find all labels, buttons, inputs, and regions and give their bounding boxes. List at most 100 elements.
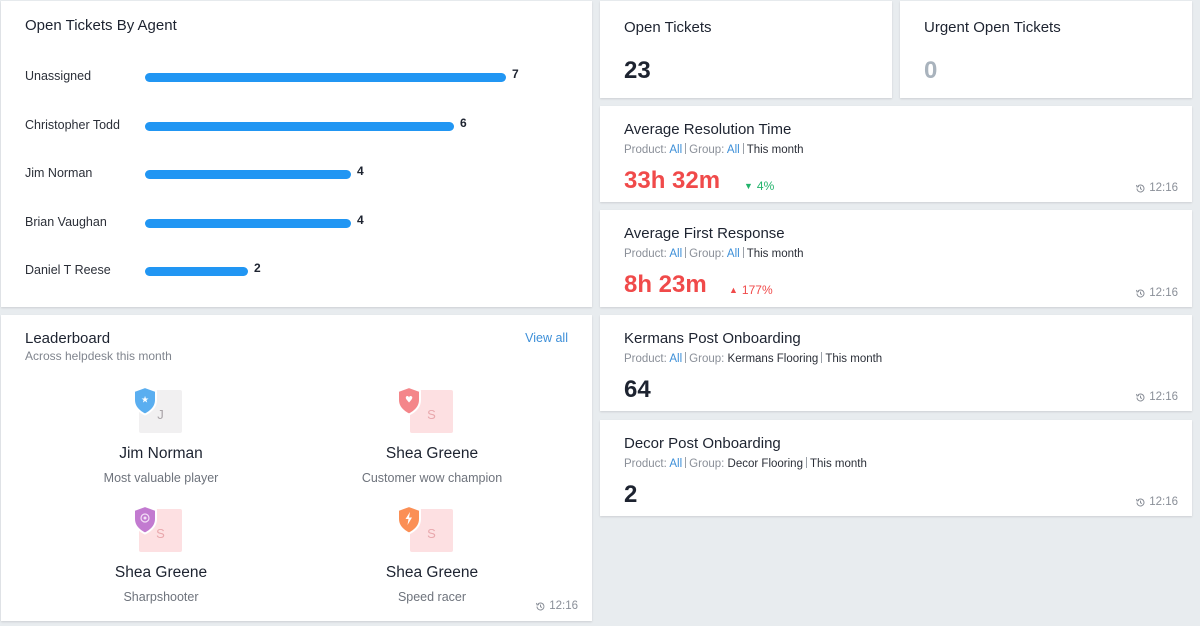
- agent-bar[interactable]: [145, 170, 351, 179]
- agent-name: Christopher Todd: [25, 117, 120, 132]
- agent-name: Brian Vaughan: [25, 214, 107, 229]
- card-title: Open Tickets By Agent: [25, 17, 177, 34]
- product-filter-link[interactable]: All: [669, 248, 683, 260]
- card-title: Average First Response: [624, 225, 785, 242]
- group-filter-value: Kermans Flooring: [727, 353, 819, 365]
- leader-award: Customer wow champion: [361, 471, 503, 485]
- product-filter-link[interactable]: All: [669, 353, 683, 365]
- group-label: Group:: [689, 458, 725, 470]
- bolt-shield-icon: [397, 505, 421, 535]
- agent-bar-value: 4: [357, 164, 364, 178]
- product-label: Product:: [624, 353, 667, 365]
- refresh-time[interactable]: 12:16: [535, 600, 578, 612]
- leader-name: Shea Greene: [114, 564, 208, 581]
- card-title: Average Resolution Time: [624, 121, 792, 138]
- agent-row[interactable]: Jim Norman 4: [25, 164, 565, 184]
- history-icon: [1136, 498, 1145, 506]
- triangle-up-icon: ▲: [729, 285, 738, 295]
- card-title: Open Tickets: [624, 19, 712, 36]
- agent-row[interactable]: Brian Vaughan 4: [25, 213, 565, 233]
- card-filters: Product: All Group: All This month: [624, 143, 804, 156]
- agent-name: Daniel T Reese: [25, 263, 111, 277]
- divider: [685, 247, 687, 258]
- divider: [821, 352, 823, 363]
- card-filters: Product: All Group: Kermans Flooring This …: [624, 352, 882, 365]
- refresh-time-value: 12:16: [1149, 391, 1178, 403]
- average-resolution-value: 33h 32m: [624, 167, 721, 194]
- refresh-time-value: 12:16: [1149, 182, 1178, 194]
- agent-bar-value: 2: [254, 261, 261, 275]
- star-shield-icon: ★: [133, 386, 157, 416]
- agent-bar[interactable]: [145, 218, 351, 228]
- card-filters: Product: All Group: All This month: [624, 247, 804, 260]
- leader-name: Jim Norman: [119, 445, 203, 462]
- kermans-post-onboarding-card[interactable]: Kermans Post Onboarding Product: All Grou…: [600, 315, 1192, 411]
- decor-value: 2: [624, 481, 638, 508]
- refresh-time[interactable]: 12:16: [1135, 391, 1178, 403]
- period-label: This month: [746, 248, 804, 260]
- leader-award: Most valuable player: [103, 471, 219, 485]
- leader-name: Shea Greene: [385, 445, 479, 462]
- product-filter-link[interactable]: All: [669, 458, 683, 470]
- divider: [685, 352, 687, 363]
- leader-award: Speed racer: [397, 590, 467, 604]
- target-shield-icon: [133, 505, 157, 535]
- svg-text:♥: ♥: [405, 396, 413, 406]
- card-title: Urgent Open Tickets: [924, 19, 1061, 36]
- product-label: Product:: [624, 144, 667, 156]
- card-title: Kermans Post Onboarding: [624, 330, 801, 347]
- average-first-response-card[interactable]: Average First Response Product: All Group…: [600, 210, 1192, 307]
- svg-text:★: ★: [141, 396, 149, 406]
- divider: [805, 457, 807, 468]
- refresh-time[interactable]: 12:16: [1135, 287, 1178, 299]
- group-filter-link[interactable]: All: [726, 144, 740, 156]
- divider: [742, 247, 744, 258]
- refresh-time-value: 12:16: [1149, 496, 1178, 508]
- delta-value: 4%: [756, 179, 775, 193]
- refresh-time[interactable]: 12:16: [1135, 182, 1178, 194]
- divider: [685, 143, 687, 154]
- card-subtitle: Across helpdesk this month: [25, 349, 172, 363]
- product-filter-link[interactable]: All: [669, 144, 683, 156]
- leaderboard-card: Leaderboard Across helpdesk this month V…: [1, 315, 592, 621]
- group-filter-link[interactable]: All: [726, 248, 740, 260]
- product-label: Product:: [624, 248, 667, 260]
- group-label: Group:: [689, 353, 725, 365]
- first-response-delta: ▲ 177%: [729, 283, 773, 297]
- urgent-open-tickets-card[interactable]: Urgent Open Tickets 0: [900, 1, 1192, 98]
- history-icon: [1136, 393, 1145, 401]
- heart-shield-icon: ♥: [397, 386, 421, 416]
- agent-bar-value: 4: [357, 212, 364, 227]
- open-tickets-card[interactable]: Open Tickets 23: [600, 1, 892, 98]
- average-resolution-time-card[interactable]: Average Resolution Time Product: All Grou…: [600, 106, 1192, 202]
- leader-name: Shea Greene: [385, 564, 479, 581]
- agent-bar[interactable]: [145, 267, 248, 276]
- history-icon: [536, 602, 545, 610]
- group-filter-value: Decor Flooring: [727, 458, 803, 470]
- agent-row[interactable]: Unassigned 7: [25, 67, 565, 87]
- period-label: This month: [809, 458, 867, 470]
- agent-row[interactable]: Daniel T Reese 2: [25, 261, 565, 281]
- delta-value: 177%: [741, 283, 773, 297]
- divider: [742, 143, 744, 154]
- kermans-value: 64: [624, 376, 651, 403]
- agent-row[interactable]: Christopher Todd 6: [25, 116, 565, 136]
- refresh-time[interactable]: 12:16: [1135, 496, 1178, 508]
- period-label: This month: [746, 144, 804, 156]
- agent-bar[interactable]: [145, 121, 454, 131]
- urgent-open-tickets-value: 0: [924, 57, 938, 84]
- agent-name: Jim Norman: [25, 166, 93, 180]
- agent-bar-value: 7: [512, 67, 519, 81]
- history-icon: [1136, 289, 1145, 297]
- decor-post-onboarding-card[interactable]: Decor Post Onboarding Product: All Group:…: [600, 420, 1192, 516]
- average-first-response-value: 8h 23m: [624, 271, 707, 298]
- card-title: Decor Post Onboarding: [624, 435, 781, 452]
- divider: [685, 457, 687, 468]
- agent-name: Unassigned: [25, 69, 92, 83]
- view-all-link[interactable]: View all: [525, 331, 568, 345]
- triangle-down-icon: ▼: [744, 181, 753, 191]
- group-label: Group:: [689, 248, 725, 260]
- period-label: This month: [825, 353, 883, 365]
- agent-bar[interactable]: [145, 73, 506, 82]
- leader-award: Sharpshooter: [123, 590, 199, 604]
